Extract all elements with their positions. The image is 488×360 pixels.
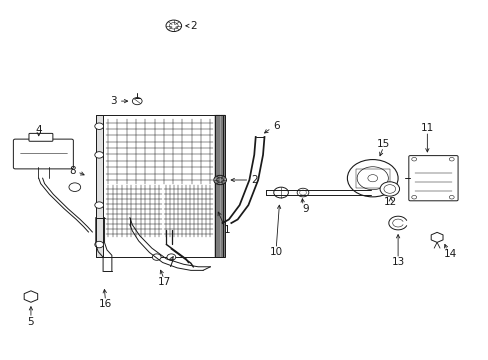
Circle shape xyxy=(216,177,223,183)
Bar xyxy=(355,168,389,188)
Circle shape xyxy=(95,241,103,248)
Circle shape xyxy=(166,254,175,260)
Circle shape xyxy=(165,20,181,32)
Circle shape xyxy=(411,157,416,161)
Circle shape xyxy=(346,159,397,197)
Text: 15: 15 xyxy=(376,139,389,149)
Text: 1: 1 xyxy=(224,225,230,235)
Text: 8: 8 xyxy=(69,166,76,176)
Circle shape xyxy=(367,175,377,182)
Polygon shape xyxy=(24,291,38,302)
Text: 7: 7 xyxy=(167,259,173,269)
Circle shape xyxy=(132,98,142,105)
Text: 6: 6 xyxy=(272,121,279,131)
Text: 2: 2 xyxy=(250,175,257,185)
Text: 3: 3 xyxy=(110,96,117,106)
FancyBboxPatch shape xyxy=(408,156,457,201)
Text: 16: 16 xyxy=(99,299,112,309)
Circle shape xyxy=(356,167,387,190)
Polygon shape xyxy=(430,232,442,242)
Text: 13: 13 xyxy=(391,257,404,267)
Circle shape xyxy=(169,23,178,29)
Circle shape xyxy=(411,195,416,199)
Circle shape xyxy=(383,185,395,193)
Text: 12: 12 xyxy=(384,197,397,207)
Circle shape xyxy=(69,183,81,192)
Polygon shape xyxy=(96,116,222,257)
Text: 14: 14 xyxy=(443,248,456,258)
Circle shape xyxy=(448,157,453,161)
Circle shape xyxy=(448,195,453,199)
Circle shape xyxy=(297,188,308,197)
Circle shape xyxy=(299,190,306,195)
Text: 2: 2 xyxy=(190,21,196,31)
FancyBboxPatch shape xyxy=(29,134,53,141)
Text: 4: 4 xyxy=(35,125,42,135)
Circle shape xyxy=(213,175,226,185)
Text: 5: 5 xyxy=(27,317,34,327)
Circle shape xyxy=(95,202,103,208)
Text: 9: 9 xyxy=(302,204,308,214)
Text: 10: 10 xyxy=(269,247,282,257)
Circle shape xyxy=(95,152,103,158)
Circle shape xyxy=(379,182,399,196)
Polygon shape xyxy=(96,116,103,257)
Text: 11: 11 xyxy=(420,123,433,133)
FancyBboxPatch shape xyxy=(13,139,73,169)
Text: 17: 17 xyxy=(157,277,170,287)
Circle shape xyxy=(26,293,35,300)
Circle shape xyxy=(152,254,161,260)
Circle shape xyxy=(95,123,103,130)
Circle shape xyxy=(273,187,288,198)
